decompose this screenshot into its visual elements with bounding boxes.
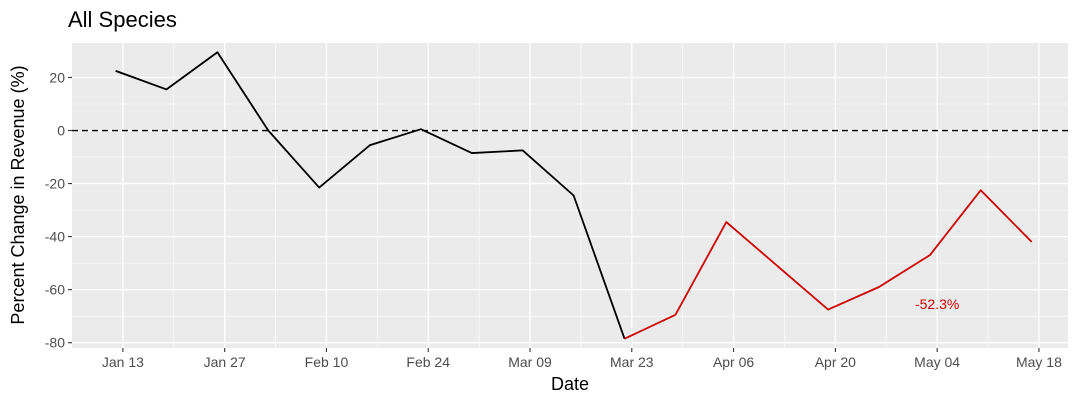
x-axis-title: Date xyxy=(551,374,589,394)
y-axis-title: Percent Change in Revenue (%) xyxy=(8,65,28,324)
annotation-label: -52.3% xyxy=(915,296,959,312)
x-tick-label: Apr 06 xyxy=(713,354,754,370)
x-tick-label: May 04 xyxy=(914,354,960,370)
x-tick-label: Apr 20 xyxy=(815,354,856,370)
chart-title: All Species xyxy=(68,7,177,32)
y-tick-label: -20 xyxy=(45,176,65,192)
x-axis-ticks: Jan 13 Jan 27 Feb 10 Feb 24 Mar 09 Mar 23 Apr … xyxy=(102,348,1062,370)
x-tick-label: Feb 24 xyxy=(406,354,450,370)
y-tick-label: 20 xyxy=(49,69,65,85)
x-tick-label: Jan 27 xyxy=(204,354,246,370)
y-axis-ticks: 20 0 -20 -40 -60 -80 xyxy=(45,69,72,351)
y-tick-label: 0 xyxy=(57,123,65,139)
grid-lines xyxy=(72,43,1068,348)
plot-panel xyxy=(72,43,1068,348)
x-tick-label: Mar 23 xyxy=(610,354,654,370)
annotations: -52.3% xyxy=(915,296,959,312)
y-tick-label: -40 xyxy=(45,229,65,245)
x-tick-label: May 18 xyxy=(1016,354,1062,370)
y-tick-label: -80 xyxy=(45,335,65,351)
series-lines xyxy=(115,51,1033,340)
y-tick-label: -60 xyxy=(45,282,65,298)
x-tick-label: Jan 13 xyxy=(102,354,144,370)
series-line-2 xyxy=(624,189,1033,340)
x-tick-label: Mar 09 xyxy=(508,354,552,370)
x-tick-label: Feb 10 xyxy=(305,354,349,370)
series-line-1 xyxy=(115,51,626,340)
